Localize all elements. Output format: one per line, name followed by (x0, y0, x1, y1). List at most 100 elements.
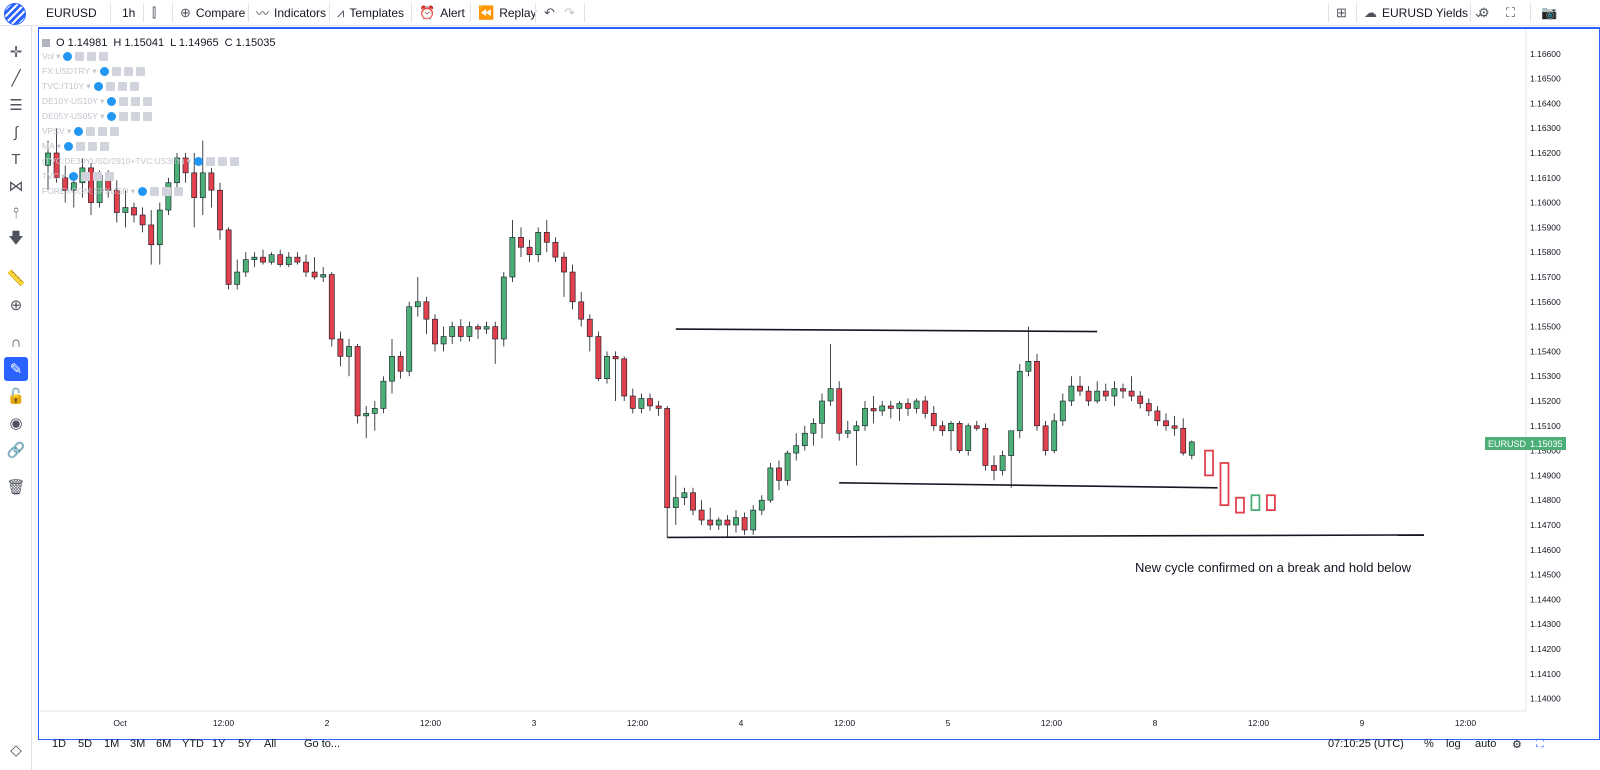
ruler-icon[interactable]: 📏 (6, 270, 26, 287)
study-row[interactable]: MA ▾ (42, 139, 275, 154)
link-icon[interactable]: 🔗 (6, 442, 26, 459)
range-1m[interactable]: 1M (104, 738, 120, 750)
settings-icon[interactable] (119, 112, 129, 121)
eye-icon[interactable] (93, 82, 103, 91)
lock-icon[interactable]: 🔓 (6, 388, 26, 405)
log-toggle[interactable]: log (1446, 738, 1461, 750)
plus-icon[interactable] (131, 112, 141, 121)
compare-button[interactable]: ⊕ Compare (174, 0, 251, 25)
plus-icon[interactable] (123, 67, 133, 76)
plus-icon[interactable] (98, 127, 108, 136)
crosshair-icon[interactable]: ✛ (9, 44, 23, 61)
study-row[interactable]: DE05Y-US05Y ▾ (42, 109, 275, 124)
gear-icon[interactable]: ⚙ (1512, 739, 1522, 751)
range-3m[interactable]: 3M (130, 738, 146, 750)
trend-line-icon[interactable]: ╱ (11, 70, 21, 87)
fib-icon[interactable]: ☰ (9, 97, 23, 114)
eye-icon[interactable] (107, 112, 117, 121)
clock[interactable]: 07:10:25 (UTC) (1328, 738, 1404, 750)
price-scale[interactable]: 1.16600 1.16500 1.16400 1.16300 1.16200 1.161… (1525, 29, 1561, 711)
settings-icon[interactable] (105, 82, 115, 91)
range-ytd[interactable]: YTD (182, 738, 204, 750)
study-row[interactable]: TVC:IT10Y ▾ (42, 79, 275, 94)
study-row[interactable]: (TVC:DE30YUSD/2910+TVC:US30Y) ▾ (42, 154, 275, 169)
close-icon[interactable] (230, 157, 240, 166)
close-icon[interactable] (99, 142, 109, 151)
alert-button[interactable]: ⏰ Alert (413, 0, 471, 25)
indicators-button[interactable]: 〰 Indicators (250, 0, 332, 25)
maximize-icon[interactable]: ⛶ (1536, 738, 1544, 750)
trash-icon[interactable]: 🗑 (6, 479, 26, 496)
close-icon[interactable] (143, 97, 153, 106)
study-row[interactable]: Vol ▾ (42, 49, 275, 64)
chart-type-button[interactable]: ⫿ (146, 0, 162, 25)
settings-button[interactable]: ⚙ (1472, 0, 1496, 25)
close-icon[interactable] (110, 127, 120, 136)
settings-icon[interactable] (111, 67, 121, 76)
collapse-legend-icon[interactable] (42, 39, 50, 47)
plus-icon[interactable] (87, 142, 97, 151)
range-5d[interactable]: 5D (78, 738, 93, 750)
range-6m[interactable]: 6M (156, 738, 172, 750)
replay-button[interactable]: ⏪ Replay (472, 0, 543, 25)
study-row[interactable]: VPSV ▾ (42, 124, 275, 139)
percent-toggle[interactable]: % (1424, 738, 1434, 750)
study-row[interactable]: DE10Y-US10Y ▾ (42, 94, 275, 109)
collapse-icon[interactable]: ◇ (10, 742, 22, 759)
layout-name-button[interactable]: ☁ EURUSD Yields ⌄ (1358, 0, 1490, 25)
price-chart[interactable]: 1.16600 1.16500 1.16400 1.16300 1.16200 1.161… (40, 29, 1566, 727)
arrow-down-icon[interactable]: 🡇 (8, 229, 24, 247)
eye-icon[interactable] (99, 67, 109, 76)
settings-icon[interactable] (80, 172, 90, 181)
plus-icon[interactable] (87, 52, 97, 61)
fullscreen-button[interactable]: ⛶ (1500, 0, 1521, 25)
templates-button[interactable]: ⩘ Templates (331, 0, 410, 25)
close-icon[interactable] (143, 112, 153, 121)
eye-icon[interactable] (63, 52, 73, 61)
plus-icon[interactable] (218, 157, 228, 166)
settings-icon[interactable] (206, 157, 216, 166)
symbol-search[interactable]: EURUSD (40, 0, 103, 25)
pattern-icon[interactable]: ⋈ (8, 178, 24, 195)
range-5y[interactable]: 5Y (238, 738, 252, 750)
settings-icon[interactable] (86, 127, 96, 136)
close-icon[interactable] (174, 187, 184, 196)
plus-icon[interactable] (117, 82, 127, 91)
auto-toggle[interactable]: auto (1475, 738, 1497, 750)
undo-button[interactable]: ↶ (538, 0, 561, 25)
eye-icon[interactable] (63, 142, 73, 151)
logo-icon[interactable] (4, 3, 26, 25)
close-icon[interactable] (135, 67, 145, 76)
plus-icon[interactable] (162, 187, 172, 196)
eye-icon[interactable] (194, 157, 204, 166)
close-icon[interactable] (129, 82, 139, 91)
settings-icon[interactable] (119, 97, 129, 106)
range-1y[interactable]: 1Y (212, 738, 226, 750)
settings-icon[interactable] (150, 187, 160, 196)
plus-icon[interactable] (92, 172, 102, 181)
eye-icon[interactable]: ◉ (9, 415, 23, 432)
close-icon[interactable] (104, 172, 114, 181)
time-scale[interactable]: Oct 12:00 2 12:00 3 12:00 4 12:00 5 12:00 8 12:00 9 1… (40, 710, 1526, 727)
range-all[interactable]: All (264, 738, 277, 750)
range-1d[interactable]: 1D (52, 738, 67, 750)
close-icon[interactable] (99, 52, 109, 61)
zoom-in-icon[interactable]: ⊕ (9, 297, 23, 314)
redo-button[interactable]: ↷ (558, 0, 581, 25)
eye-icon[interactable] (107, 97, 117, 106)
study-row[interactable]: TVC ▾ (42, 169, 275, 184)
stay-in-drawing-mode-icon[interactable]: ✎ (4, 357, 28, 381)
brush-icon[interactable]: ∫ (13, 123, 19, 141)
prediction-icon[interactable]: ⫯ (12, 204, 20, 222)
goto-button[interactable]: Go to... (304, 738, 341, 750)
study-row[interactable]: FX:USDTRY ▾ (42, 64, 275, 79)
magnet-icon[interactable]: ∩ (10, 333, 22, 351)
layout-grid-button[interactable]: ⊞ (1330, 0, 1353, 25)
interval-button[interactable]: 1h (116, 0, 141, 25)
study-row[interactable]: FOREXCOM:SPXUSD ▾ (42, 184, 275, 199)
eye-icon[interactable] (138, 187, 148, 196)
eye-icon[interactable] (74, 127, 84, 136)
settings-icon[interactable] (75, 142, 85, 151)
snapshot-button[interactable]: 📷 (1535, 0, 1563, 25)
text-icon[interactable]: T (11, 150, 21, 168)
